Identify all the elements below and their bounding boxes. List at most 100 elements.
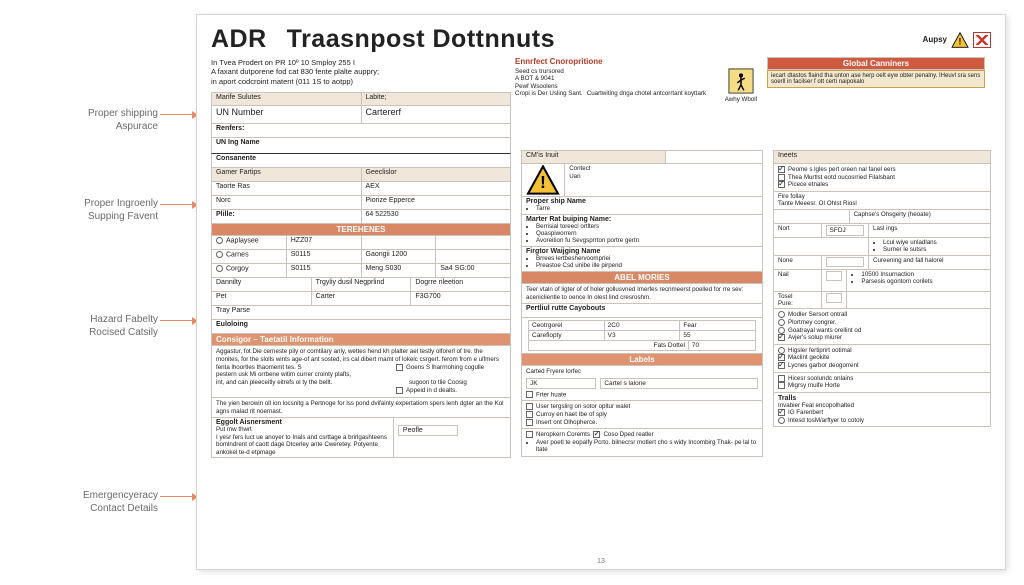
un-ing-name-field[interactable]: UN Ing Name <box>212 138 510 153</box>
warning-triangle-icon: ! <box>951 32 969 48</box>
lasting-label: Lasl ings <box>869 224 990 237</box>
peofle-box[interactable]: Peofle <box>398 425 458 436</box>
rk2[interactable] <box>778 319 785 326</box>
li3: Cureening and fall halorel <box>869 256 990 269</box>
t-feat: Fear <box>680 320 756 331</box>
dgr-cell: Dogrre rileetion <box>411 278 510 291</box>
ck-a[interactable] <box>778 166 785 173</box>
ck-insert[interactable] <box>526 419 533 426</box>
rk8[interactable] <box>778 375 785 382</box>
ck-nc[interactable] <box>526 431 533 438</box>
cfl-label: Carted Fryere lorfec <box>526 368 758 375</box>
arrow-icon <box>160 114 194 115</box>
svg-text:!: ! <box>959 36 962 46</box>
eggolt-label: Eggolt Aisnersment <box>216 419 389 426</box>
plille-number: 64 522530 <box>362 210 511 223</box>
carnes-v2: Gaongii 1200 <box>362 250 437 263</box>
doc-header: ADRTraasnpost Dottnnuts Aupsy ! <box>211 25 991 54</box>
cfl-2[interactable]: Cartel s lalone <box>600 378 758 389</box>
col-1: Marife SulutesLabite; UN NumberCartererf… <box>211 92 511 458</box>
radio-aaplaysee[interactable]: Aaplaysee <box>212 236 287 249</box>
eub-cell: Euloloing <box>212 320 510 333</box>
annotation-callout: Proper IngroenlySupping Favent <box>8 198 158 223</box>
arrow-icon <box>160 320 194 321</box>
c1-head-b: Labite; <box>362 93 511 105</box>
ck-goensa[interactable] <box>396 364 403 371</box>
rk7[interactable] <box>778 362 785 369</box>
none-box[interactable] <box>826 257 865 267</box>
dannilty-cell: Dannilty <box>212 278 312 291</box>
arrow-icon <box>160 496 194 497</box>
ck-user[interactable] <box>526 403 533 410</box>
abel-band: ABEL MORIES <box>521 272 763 284</box>
document-sheet: ADRTraasnpost Dottnnuts Aupsy ! In Tvea … <box>196 14 1006 570</box>
labels-band: Labels <box>521 354 763 366</box>
consignor-para: Aggastur, fot Die cerneste pily or comti… <box>212 346 510 397</box>
corgoy-v3: Sa4 SG:00 <box>436 264 510 277</box>
pure-box[interactable] <box>826 293 843 303</box>
top-right-panel: Ennrfect Cnoropritione Seed cs trursored… <box>515 57 991 103</box>
t-200: 2C0 <box>605 320 681 331</box>
rk9[interactable] <box>778 382 785 389</box>
pedestrian-caution-icon <box>728 68 754 94</box>
rk-tr3[interactable] <box>778 417 785 424</box>
yellow-note: iecart dtastos flaind tha unton ase herp… <box>767 70 985 88</box>
rk1[interactable] <box>778 311 785 318</box>
rk4[interactable] <box>778 334 785 341</box>
corgoy-v2: Meng S030 <box>362 264 437 277</box>
consignor-band: Consigor – Taetatil Information <box>211 334 511 346</box>
carter-cell: Carter <box>312 292 412 305</box>
t-55: 55 <box>680 331 756 341</box>
f3g-cell: F3G700 <box>411 292 510 305</box>
cont-cat: Caphse's Ohsgerty (heoate) <box>850 210 990 223</box>
ck-ncv[interactable] <box>593 431 600 438</box>
cm-cell: CM'is Inuit <box>522 151 666 163</box>
twn-label: Firgtor Waijging Name <box>526 248 758 255</box>
global-band: Global Canniners <box>767 57 985 70</box>
nail-box[interactable] <box>826 271 843 281</box>
pud-label: Put mw thwrt <box>216 426 389 433</box>
ck-frter[interactable] <box>526 391 533 398</box>
aex-cell: AEX <box>362 182 511 195</box>
t-cf: Careflopty <box>528 331 605 341</box>
t-v3: V3 <box>605 331 681 341</box>
sfdj-box[interactable]: SFDJ <box>826 225 865 236</box>
radio-carnes[interactable]: Carnes <box>212 250 287 263</box>
cfl-1[interactable]: JK <box>526 378 596 389</box>
norc-cell: Norc <box>212 196 362 209</box>
pnc-label: Pertliul rutte Cayobouts <box>522 304 762 317</box>
ck-curroy[interactable] <box>526 411 533 418</box>
cartererf-field[interactable]: Cartererf <box>362 106 511 123</box>
profize-cell: Piorize Epperce <box>362 196 511 209</box>
t-cg: Ceotrgorel <box>528 320 605 331</box>
pet-cell: Pet <box>212 292 312 305</box>
geoclisor-head: Geeclislor <box>362 168 511 181</box>
ck-appeid[interactable] <box>396 387 403 394</box>
doc-title: ADRTraasnpost Dottnnuts <box>211 25 555 54</box>
tray-cell: Tray Parse <box>212 306 510 319</box>
carnes-v1: S0115 <box>287 250 362 263</box>
columns: Marife SulutesLabite; UN NumberCartererf… <box>211 92 991 458</box>
consignor-para2: The yien berowin oll ion locsnitg a Pert… <box>212 398 510 418</box>
eggolt-para: I yesr fers luct ue anoyer to Inals and … <box>216 434 389 456</box>
taorte-cell: Taorte Ras <box>212 182 362 195</box>
plille-label: Plille: <box>212 210 362 223</box>
arrow-icon <box>160 204 194 205</box>
canvas: Proper shippingAspuraceProper IngroenlyS… <box>0 0 1024 585</box>
c1-head-a: Marife Sulutes <box>212 93 362 105</box>
aaplaysee-val: HZZ07 <box>287 236 362 249</box>
none-label: None <box>774 256 822 269</box>
t-70: 70 <box>689 341 756 351</box>
header-right-label: Aupsy <box>923 35 947 44</box>
t-fd: Fats Dottel <box>528 341 689 351</box>
radio-corgoy[interactable]: Corgoy <box>212 264 287 277</box>
gamer-head: Gamer Fartips <box>212 168 362 181</box>
un-number-field[interactable]: UN Number <box>212 106 362 123</box>
consanente-label: Consanente <box>212 154 510 167</box>
nail-label: Nail <box>774 270 822 291</box>
ck-c[interactable] <box>778 181 785 188</box>
col-2: CM'is Inuit ! ContectUan Proper ship Nam… <box>521 150 763 458</box>
renfers-label: Renfers: <box>212 124 510 137</box>
psn-label: Proper ship Name <box>526 198 758 205</box>
ck-tr2[interactable] <box>778 409 785 416</box>
